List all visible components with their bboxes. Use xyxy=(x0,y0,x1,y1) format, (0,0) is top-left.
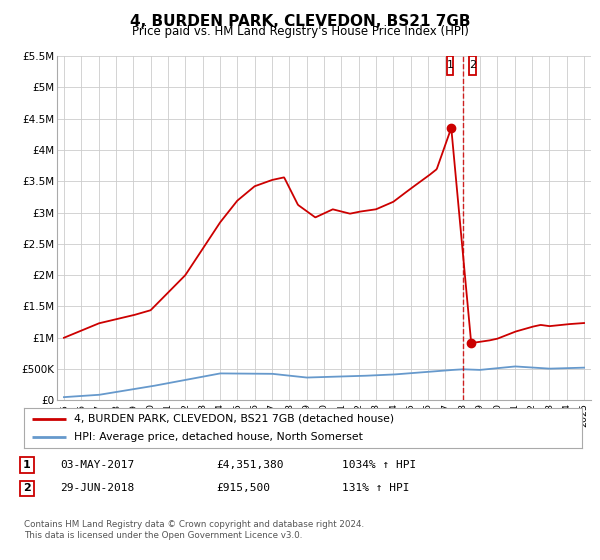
Text: Contains HM Land Registry data © Crown copyright and database right 2024.
This d: Contains HM Land Registry data © Crown c… xyxy=(24,520,364,540)
Text: 2: 2 xyxy=(469,60,476,71)
Text: £915,500: £915,500 xyxy=(216,483,270,493)
Text: 2: 2 xyxy=(23,483,31,493)
Text: 4, BURDEN PARK, CLEVEDON, BS21 7GB: 4, BURDEN PARK, CLEVEDON, BS21 7GB xyxy=(130,14,470,29)
Text: 4, BURDEN PARK, CLEVEDON, BS21 7GB (detached house): 4, BURDEN PARK, CLEVEDON, BS21 7GB (deta… xyxy=(74,414,394,423)
Text: 1: 1 xyxy=(23,460,31,470)
Text: Price paid vs. HM Land Registry's House Price Index (HPI): Price paid vs. HM Land Registry's House … xyxy=(131,25,469,38)
Text: 131% ↑ HPI: 131% ↑ HPI xyxy=(342,483,409,493)
Text: 03-MAY-2017: 03-MAY-2017 xyxy=(60,460,134,470)
Text: 1: 1 xyxy=(446,60,454,71)
Text: 29-JUN-2018: 29-JUN-2018 xyxy=(60,483,134,493)
Bar xyxy=(447,56,454,75)
Bar xyxy=(469,56,476,75)
Text: £4,351,380: £4,351,380 xyxy=(216,460,284,470)
Text: HPI: Average price, detached house, North Somerset: HPI: Average price, detached house, Nort… xyxy=(74,432,363,442)
Text: 1034% ↑ HPI: 1034% ↑ HPI xyxy=(342,460,416,470)
